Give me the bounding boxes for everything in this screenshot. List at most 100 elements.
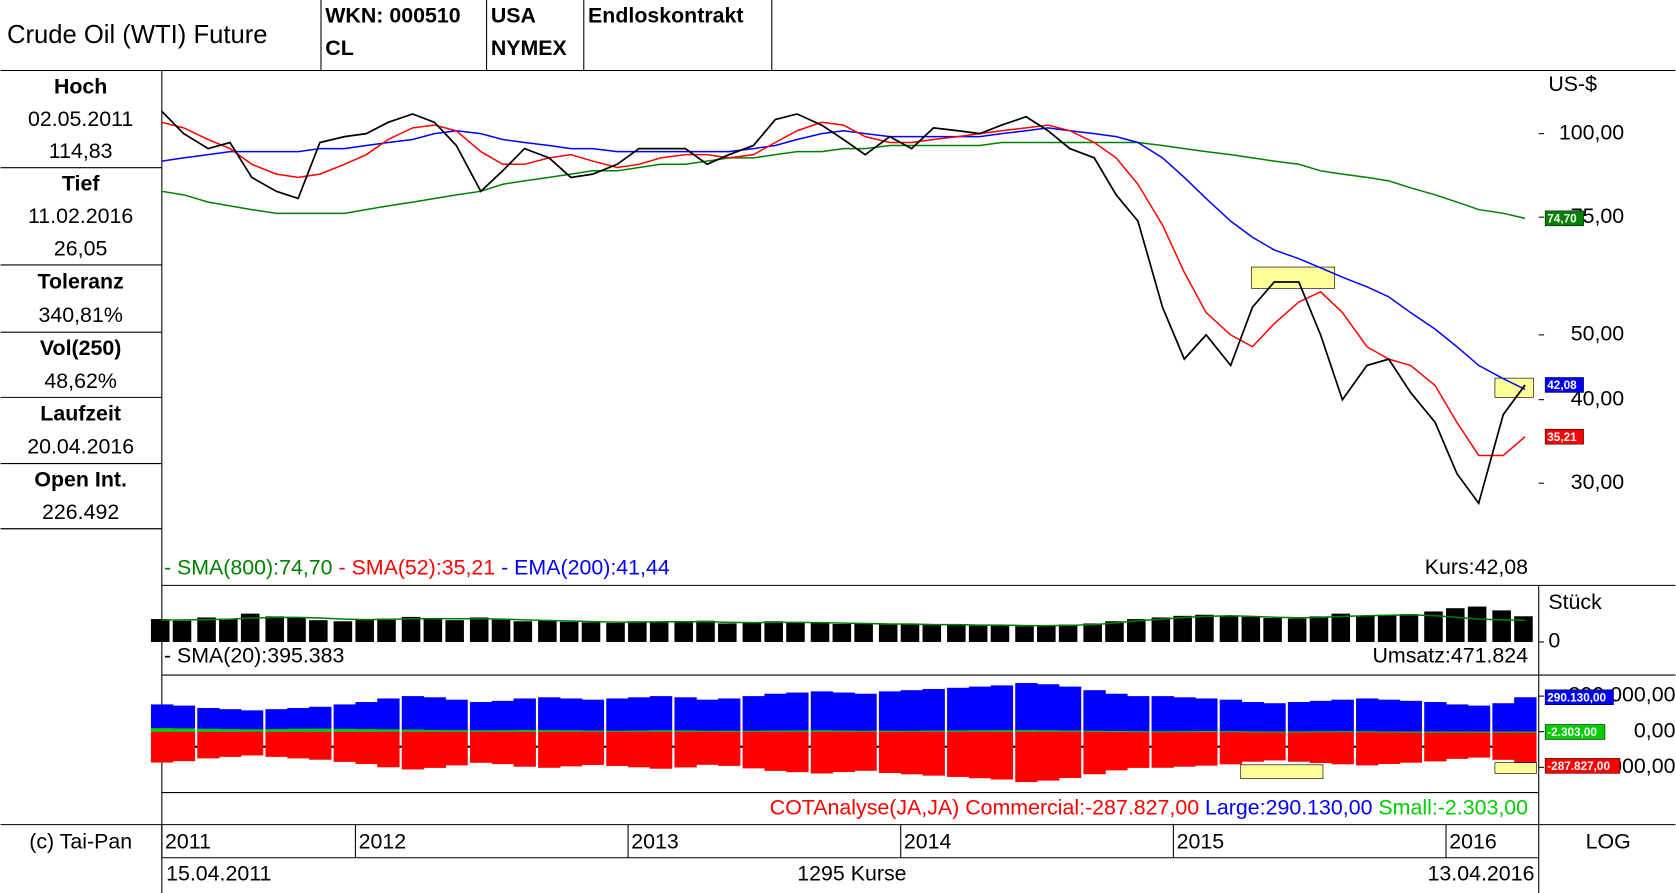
cot-bar: [197, 731, 220, 759]
cot-bar: [1173, 697, 1196, 732]
series-line: [161, 127, 1526, 391]
cot-bar: [491, 700, 515, 732]
cot-bar: [1015, 730, 1038, 732]
cot-bar: [355, 729, 378, 732]
info-value: 48,62%: [44, 369, 116, 393]
legend-entry: Kurs:42,08: [1425, 555, 1528, 579]
cot-bar: [355, 731, 378, 764]
cot-bar: [1287, 731, 1311, 733]
volume-bar: [696, 620, 715, 642]
cot-bar: [150, 728, 174, 732]
quote-count: 1295 Kurse: [797, 861, 906, 885]
cot-bar: [742, 730, 765, 732]
info-label: Toleranz: [38, 269, 124, 293]
cot-bar: [377, 731, 400, 768]
cot-bar: [606, 730, 629, 732]
cot-bar: [1309, 731, 1333, 733]
cot-bar: [287, 731, 310, 759]
volume-bar: [1151, 617, 1171, 642]
end-tag-label: 42,08: [1547, 379, 1577, 392]
volume-bar: [219, 618, 238, 642]
cot-bar: [309, 731, 332, 760]
y-tick-label: 0: [1548, 629, 1560, 653]
cot-bar: [786, 730, 809, 732]
cot-bar: [990, 685, 1014, 732]
cot-bar: [1083, 731, 1106, 775]
volume-bar: [469, 617, 489, 642]
cot-bar: [1331, 731, 1354, 765]
cot-bar: [900, 730, 924, 732]
cot-bar: [150, 704, 174, 732]
cot-bar: [968, 686, 992, 732]
x-tick-label: 2014: [904, 829, 952, 853]
cot-bar: [1424, 731, 1447, 733]
cot-bar: [1083, 690, 1106, 732]
cot-bar: [513, 729, 536, 732]
volume-bar: [1514, 616, 1533, 642]
info-value: 226.492: [42, 500, 119, 524]
legend-entry: - SMA(20):395.383: [164, 644, 344, 668]
volume-bar: [742, 622, 762, 642]
volume-bar: [1356, 615, 1375, 642]
cot-bar: [1331, 731, 1354, 733]
cot-bar: [606, 698, 629, 732]
info-value: 340,81%: [38, 303, 122, 327]
cot-bar: [878, 731, 902, 774]
cot-bar: [1377, 699, 1401, 732]
cot-bar: [1467, 731, 1491, 758]
cot-bar: [469, 730, 493, 732]
cot-bar: [1105, 731, 1128, 771]
volume-bar: [401, 616, 421, 642]
wkn: WKN: 000510: [325, 4, 460, 28]
cot-bar: [1127, 696, 1150, 732]
cot-bar: [1492, 731, 1515, 733]
legend: COTAnalyse(JA,JA) Commercial:-287.827,00…: [770, 795, 1528, 819]
cot-bar: [377, 698, 400, 732]
cot-bar: [1467, 731, 1491, 733]
end-tag: [1544, 724, 1606, 740]
cot-bar: [581, 699, 605, 732]
cot-bar: [445, 731, 468, 766]
volume-bar: [240, 613, 260, 642]
end-tag: [1544, 210, 1584, 227]
info-label: Laufzeit: [40, 402, 121, 426]
volume-bar: [1037, 625, 1056, 642]
cot-bar: [1377, 731, 1401, 733]
cot-bar: [947, 731, 970, 777]
cot-bar: [810, 691, 834, 732]
legend: - SMA(800):74,70 - SMA(52):35,21 - EMA(2…: [164, 555, 670, 579]
end-date: 13.04.2016: [1428, 861, 1535, 885]
volume-bar: [1467, 606, 1487, 642]
volume-bar: [1492, 610, 1511, 642]
volume-bar: [1058, 624, 1078, 642]
cot-bar: [1377, 731, 1401, 764]
cot-bar: [401, 731, 425, 770]
volume-bar: [1424, 611, 1443, 642]
y-tick-label: 50,00: [1571, 322, 1625, 346]
cot-bar: [947, 730, 970, 732]
end-tag-label: -287.827,00: [1547, 760, 1610, 773]
volume-axis-label: Stück: [1548, 590, 1602, 614]
volume-bar: [1219, 616, 1239, 642]
cot-bar: [810, 730, 834, 732]
end-tag: [1544, 428, 1584, 445]
cot-bar: [265, 709, 288, 732]
cot-bar: [1446, 704, 1469, 732]
cot-bar: [649, 730, 673, 732]
cot-bar: [1151, 731, 1174, 768]
end-tag-label: 290.130,00: [1547, 691, 1606, 704]
cot-bar: [559, 731, 583, 767]
cot-bar: [810, 731, 834, 774]
cot-bar: [287, 707, 310, 732]
cot-bar: [1037, 731, 1060, 781]
cot-bar: [764, 730, 787, 732]
cot-bar: [538, 731, 561, 768]
cot-bar: [1287, 731, 1311, 762]
cot-bar: [219, 731, 242, 757]
cot-bar: [1195, 698, 1218, 732]
cot-bar: [1151, 696, 1174, 732]
volume-bar: [810, 622, 830, 642]
cot-bar: [581, 730, 605, 732]
cot-bar: [240, 729, 264, 732]
volume-bar: [581, 622, 601, 642]
